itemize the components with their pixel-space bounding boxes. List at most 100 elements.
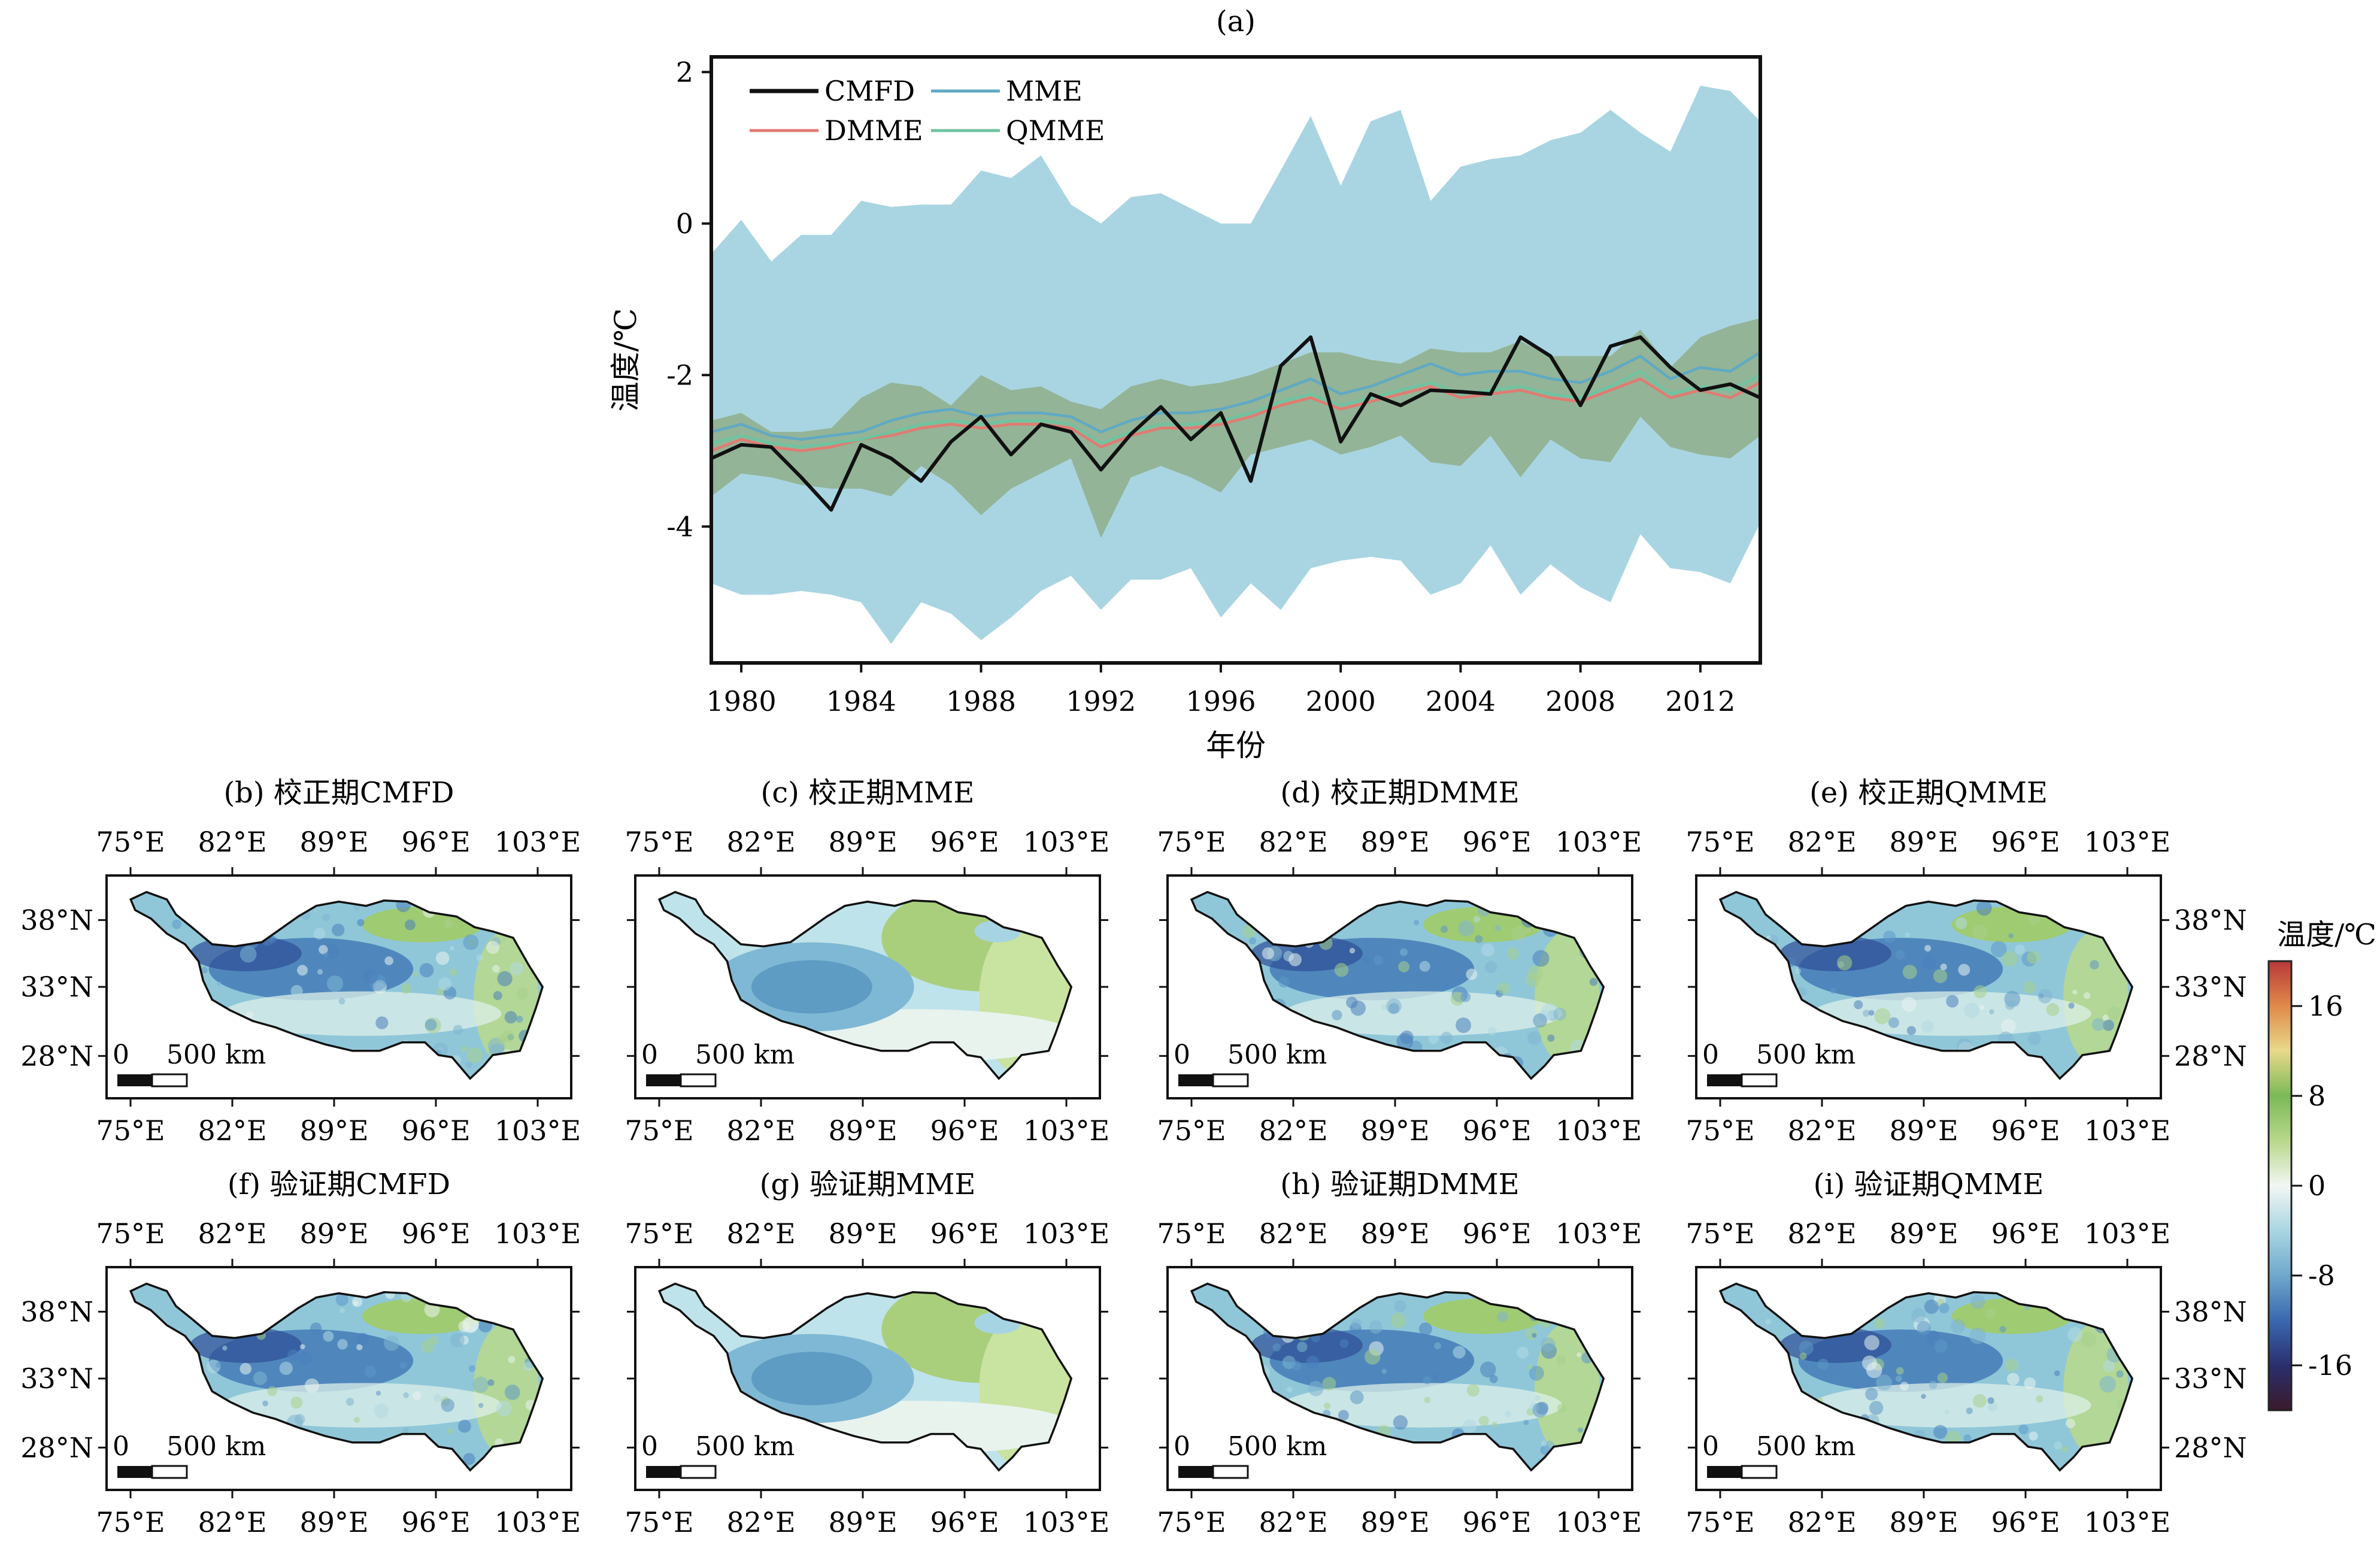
plot-a-frame [710, 55, 1762, 665]
field-texture-dot [1963, 1434, 1972, 1443]
field-texture-dot [516, 987, 529, 1000]
field-texture-dot [189, 1001, 197, 1008]
map-ytick-label-left: 38°N [20, 904, 93, 936]
field-texture-dot [1802, 1316, 1809, 1323]
scale-bar: 0 500 km [113, 1040, 266, 1087]
field-texture-dot [504, 1011, 517, 1024]
series-line-cmfd [711, 335, 1760, 512]
scale-bar-zero: 0 [1702, 1040, 1719, 1070]
legend-label-mme: MME [1006, 75, 1083, 107]
map-xtick-label-top: 82°E [198, 1217, 266, 1250]
field-texture-dot [1890, 1437, 1900, 1447]
field-texture-dot [1836, 904, 1843, 911]
field-texture-dot [1790, 913, 1804, 928]
field-texture-dot [1272, 1343, 1281, 1352]
field-texture-dot [1511, 926, 1526, 941]
field-texture-dot [1362, 956, 1369, 964]
colorbar-tick-label: 0 [2308, 1170, 2326, 1202]
field-texture-dot [1418, 1322, 1432, 1336]
field-texture-dot [402, 1428, 409, 1434]
map-ytick-label-left: 28°N [20, 1040, 93, 1072]
map-panel-c: (c) 校正期MME 75°E 75°E 82°E 82°E 89°E 89°E 96°E 96… [624, 776, 1109, 1147]
map-xtick-label-top: 96°E [1462, 1217, 1531, 1250]
field-texture-dot [1460, 992, 1471, 1002]
map-xtick-label-top: 75°E [624, 826, 693, 858]
field-texture-dot [1400, 1061, 1411, 1072]
map-xtick-label-top: 89°E [1889, 826, 1958, 858]
field-texture-dot [2116, 1370, 2124, 1378]
map-xtick-label-top: 96°E [401, 826, 470, 858]
field-texture-dot [1858, 1421, 1867, 1430]
y-tick-label: -4 [666, 510, 693, 543]
field-texture-dot [2023, 981, 2036, 994]
field-texture-dot [1517, 1346, 1529, 1359]
field-texture-dot [1265, 1003, 1275, 1013]
field-texture-dot [2090, 1303, 2105, 1318]
field-texture-dot [1458, 1019, 1465, 1026]
field-texture-dot [1381, 1368, 1387, 1374]
scale-bar-white [1212, 1073, 1249, 1087]
field-texture-dot [1816, 1311, 1829, 1324]
field-texture-dot [1946, 995, 1959, 1008]
map-xtick-label-bottom: 82°E [1259, 1114, 1327, 1147]
field-texture-dot [450, 1332, 465, 1347]
field-texture-dot [2102, 1019, 2114, 1031]
field-texture-dot [1553, 1007, 1566, 1021]
map-xtick-label-top: 82°E [1787, 826, 1856, 858]
field-texture-dot [241, 1305, 259, 1322]
map-ytick-label-right: 38°N [2174, 904, 2247, 936]
field-texture-dot [1278, 977, 1290, 988]
field-texture-dot [1350, 1391, 1364, 1404]
field-texture-dot [1557, 1403, 1567, 1413]
field-texture-dot [239, 1363, 251, 1375]
map-xtick-label-bottom: 89°E [1360, 1506, 1429, 1538]
field-texture-dot [380, 1455, 386, 1461]
field-texture-dot [411, 1051, 423, 1062]
x-tick-label: 1992 [1066, 685, 1136, 717]
field-texture-dot [1979, 1005, 1985, 1010]
field-texture-dot [1870, 1305, 1876, 1311]
field-texture-dot [356, 1332, 369, 1346]
field-texture-dot [1411, 1447, 1427, 1463]
map-xtick-label-bottom: 82°E [1259, 1506, 1327, 1538]
field-texture-dot [2006, 1373, 2020, 1386]
dmme-qmme-range-band [711, 318, 1760, 538]
field-texture-dot [498, 1035, 507, 1044]
map-ytick-label-left: 28°N [20, 1431, 93, 1464]
field-texture-dot [1532, 950, 1550, 967]
field-texture-dot [1288, 953, 1302, 967]
field-texture-dot [1795, 968, 1801, 974]
series-line-mme [711, 351, 1760, 441]
map-title-h: (h) 验证期DMME [1280, 1168, 1519, 1201]
field-texture-dot [1824, 1294, 1834, 1304]
field-texture-dot [329, 1440, 339, 1451]
field-texture-dot [1532, 1402, 1548, 1418]
field-texture-dot [1334, 963, 1349, 977]
field-texture-dot [304, 1378, 320, 1393]
x-tick-label: 1988 [946, 685, 1016, 717]
field-texture-dot [191, 1421, 199, 1429]
colorbar: 温度/℃ 16 8 0 -8 -16 [2267, 918, 2376, 1411]
field-texture-dot [2046, 1003, 2060, 1016]
map-xtick-label-bottom: 75°E [1685, 1506, 1754, 1538]
field-texture-dot [172, 919, 182, 929]
field-texture-dot [1868, 1010, 1875, 1016]
field-texture-dot [1466, 968, 1478, 980]
x-tick-label: 2012 [1665, 685, 1735, 717]
map-title-i: (i) 验证期QMME [1814, 1168, 2044, 1201]
field-texture-dot [2036, 1395, 2044, 1403]
field-texture-dot [253, 1293, 260, 1299]
map-panels: (b) 校正期CMFD 75°E 75°E 82°E 82°E 89°E 89°E 96°E 9… [20, 776, 2247, 1538]
map-xtick-label-bottom: 89°E [299, 1114, 368, 1147]
field-texture-dot [1989, 1009, 1994, 1014]
field-texture-dot [496, 1401, 512, 1417]
field-texture-dot [215, 1362, 222, 1368]
field-texture-dot [492, 965, 500, 973]
map-xtick-label-top: 75°E [1685, 1217, 1754, 1250]
field-east-warm [474, 931, 539, 1065]
field-texture-dot [1591, 930, 1604, 943]
scale-bar: 0 500 km [113, 1431, 266, 1479]
field-texture-dot [1772, 1005, 1789, 1022]
field-south-mild [1812, 991, 2091, 1036]
field-texture-dot [399, 1361, 407, 1369]
